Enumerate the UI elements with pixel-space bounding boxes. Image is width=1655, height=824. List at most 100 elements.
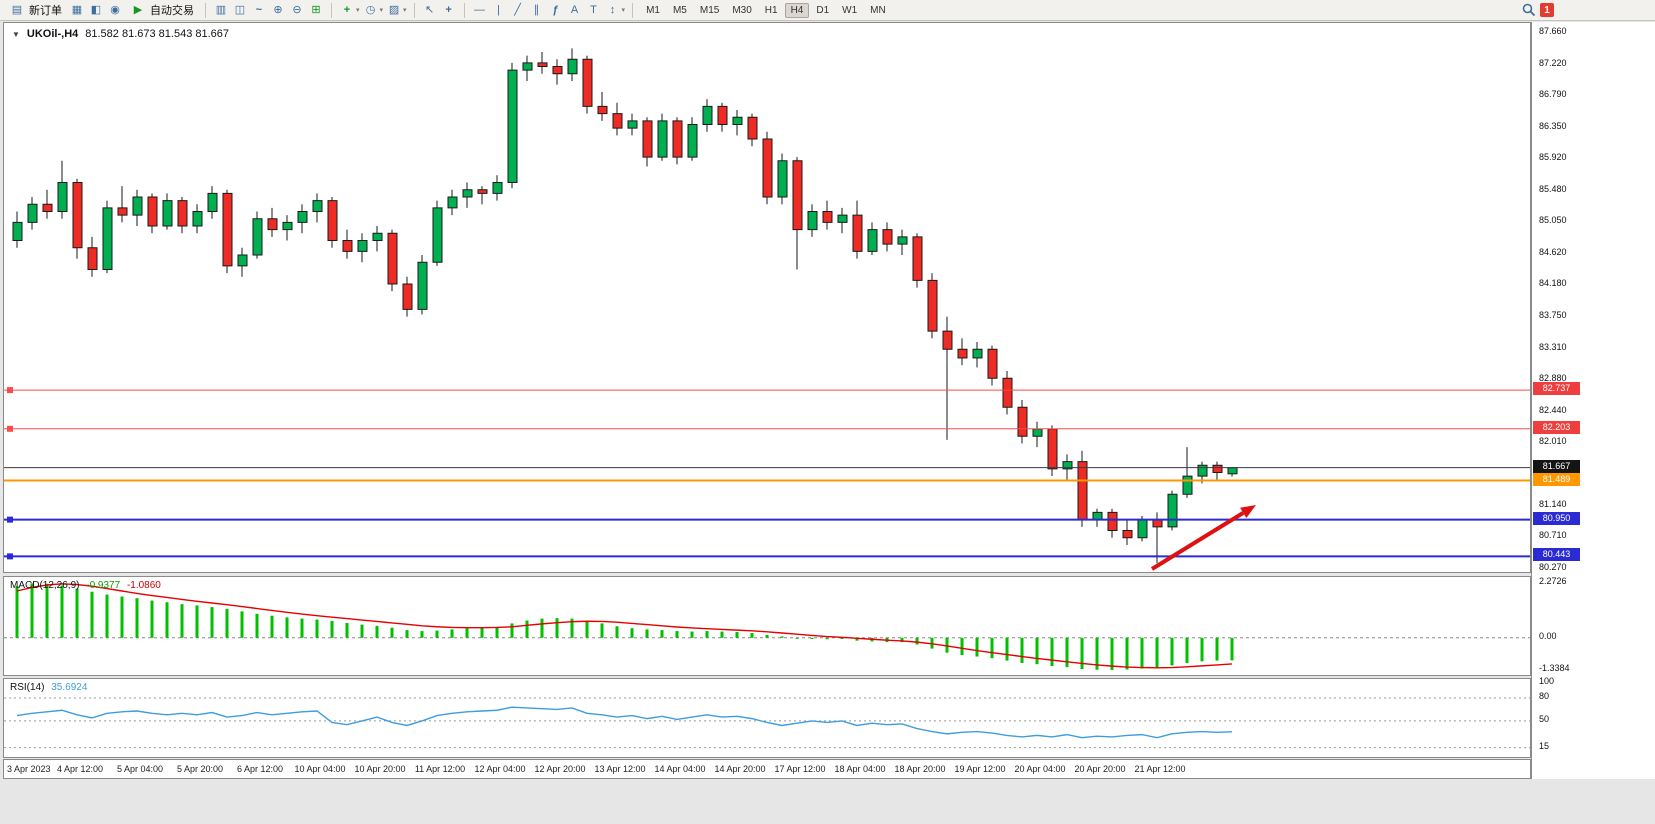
macd-histogram-bar (165, 602, 169, 638)
timeframe-w1[interactable]: W1 (842, 4, 858, 16)
timeframe-m15[interactable]: M15 (699, 4, 720, 16)
symbol-dropdown-icon[interactable]: ▼ (12, 29, 20, 39)
macd-histogram-bar (360, 624, 364, 638)
text-icon[interactable]: A (570, 4, 579, 16)
bar-chart-icon[interactable]: ▥ (215, 4, 227, 16)
chevron-down-icon[interactable]: ▾ (403, 7, 407, 14)
macd-histogram-bar (420, 631, 424, 638)
rsi-panel[interactable]: RSI(14) 35.6924 (3, 678, 1531, 758)
new-order-button[interactable]: ▤ 新订单 (5, 1, 66, 19)
vertical-line-icon[interactable]: | (497, 4, 500, 16)
cursor-icon[interactable]: ↖ (424, 4, 435, 16)
line-chart-icon[interactable]: ~ (255, 4, 263, 16)
chevron-down-icon[interactable]: ▾ (356, 7, 360, 14)
autotrading-icon: ▶ (133, 4, 143, 16)
line-handle[interactable] (7, 516, 13, 523)
macd-panel[interactable]: MACD(12,26,9) -0.9377 -1.0860 (3, 576, 1531, 676)
candle (192, 211, 203, 227)
candle (882, 229, 893, 245)
candle (297, 211, 308, 223)
price-tick-label: 84.180 (1539, 278, 1567, 289)
line-handle[interactable] (7, 387, 13, 394)
candle (522, 62, 533, 71)
autotrading-label: 自动交易 (150, 5, 194, 17)
search-icon-glyph (1522, 3, 1536, 17)
chevron-down-icon[interactable]: ▾ (621, 7, 626, 14)
macd-histogram-bar (660, 630, 664, 638)
news-icon[interactable]: ◉ (110, 4, 120, 16)
timeframe-mn[interactable]: MN (870, 4, 886, 16)
line-handle[interactable] (7, 553, 13, 560)
crosshair-icon[interactable]: + (445, 4, 452, 16)
macd-histogram-bar (375, 625, 379, 638)
macd-histogram-bar (615, 626, 619, 638)
main-chart-panel[interactable]: ▼ UKOil-,H4 81.582 81.673 81.543 81.667 (3, 22, 1531, 573)
trend-arrow-head[interactable] (1240, 505, 1256, 518)
trend-arrow[interactable] (1150, 511, 1245, 571)
trendline-icon[interactable]: ╱ (514, 4, 521, 16)
candle (1212, 464, 1223, 473)
candlestick-chart-icon[interactable]: ◫ (234, 4, 246, 16)
template-icon[interactable]: ▨ (388, 4, 400, 16)
candlestick-chart[interactable] (4, 23, 1530, 572)
macd-histogram-bar (330, 621, 334, 638)
macd-histogram-bar (465, 628, 469, 638)
macd-histogram-bar (60, 585, 64, 638)
timeframe-h4[interactable]: H4 (784, 2, 810, 18)
timeframe-d1[interactable]: D1 (816, 4, 830, 16)
timeframe-h1[interactable]: H1 (764, 4, 778, 16)
candle (207, 192, 218, 212)
market-watch-icon[interactable]: ◧ (90, 4, 102, 16)
time-axis[interactable]: 3 Apr 2023 4 Apr 12:00 5 Apr 04:00 5 Apr 20… (3, 759, 1531, 779)
text-label-icon[interactable]: T (590, 4, 597, 16)
macd-histogram-bar (345, 622, 349, 638)
candle (1107, 511, 1118, 531)
macd-histogram-bar (1185, 637, 1189, 663)
chevron-down-icon[interactable]: ▾ (379, 7, 384, 14)
notification-badge[interactable]: 1 (1540, 3, 1554, 17)
horizontal-line-icon[interactable]: — (474, 4, 486, 16)
macd-histogram-bar (135, 598, 139, 638)
candle (432, 207, 443, 263)
macd-chart[interactable] (4, 577, 1530, 675)
candle (462, 189, 473, 198)
timeframe-m5[interactable]: M5 (672, 4, 687, 16)
zoom-in-icon[interactable]: ⊕ (273, 4, 283, 16)
toolbar-separator (205, 2, 206, 18)
macd-histogram-bar (30, 583, 34, 638)
macd-signal-value: -1.0860 (126, 580, 161, 591)
candle (1062, 461, 1073, 470)
price-tick-label: 81.140 (1539, 498, 1567, 509)
line-handle[interactable] (7, 425, 13, 432)
candle (372, 232, 383, 241)
price-tick-label: 83.310 (1539, 341, 1567, 352)
price-tick-label: 86.790 (1539, 89, 1567, 100)
fibonacci-icon[interactable]: ƒ (552, 4, 559, 16)
tile-windows-icon[interactable]: ⊞ (311, 4, 321, 16)
candle (237, 254, 248, 267)
candle (732, 116, 743, 125)
macd-histogram-bar (285, 617, 289, 638)
autotrading-button[interactable]: ▶ 自动交易 (126, 1, 198, 19)
macd-histogram-bar (600, 623, 604, 638)
arrows-tool-icon[interactable]: ↕ (609, 4, 616, 16)
macd-histogram-bar (645, 629, 649, 638)
time-label: 10 Apr 20:00 (354, 764, 406, 774)
price-axis[interactable]: 87.660 87.220 86.790 86.350 85.920 85.480 85.0… (1531, 22, 1655, 779)
channel-icon[interactable]: ∥ (533, 4, 540, 16)
macd-histogram-bar (855, 637, 859, 641)
macd-histogram-bar (1080, 637, 1084, 669)
price-tick-label: 87.220 (1539, 58, 1567, 69)
candle (702, 105, 713, 125)
indicators-add-icon[interactable]: + (343, 4, 351, 16)
price-tick-label: 84.620 (1539, 246, 1567, 257)
period-clock-icon[interactable]: ◷ (365, 4, 376, 16)
timeframe-m1[interactable]: M1 (646, 4, 660, 16)
candle (1227, 467, 1238, 475)
zoom-out-icon[interactable]: ⊖ (292, 4, 302, 16)
chart-window-icon[interactable]: ▦ (71, 4, 83, 16)
search-icon[interactable] (1521, 2, 1537, 18)
rsi-chart[interactable] (4, 679, 1530, 757)
timeframe-m30[interactable]: M30 (732, 4, 752, 16)
chart-header: ▼ UKOil-,H4 81.582 81.673 81.543 81.667 (12, 28, 229, 40)
